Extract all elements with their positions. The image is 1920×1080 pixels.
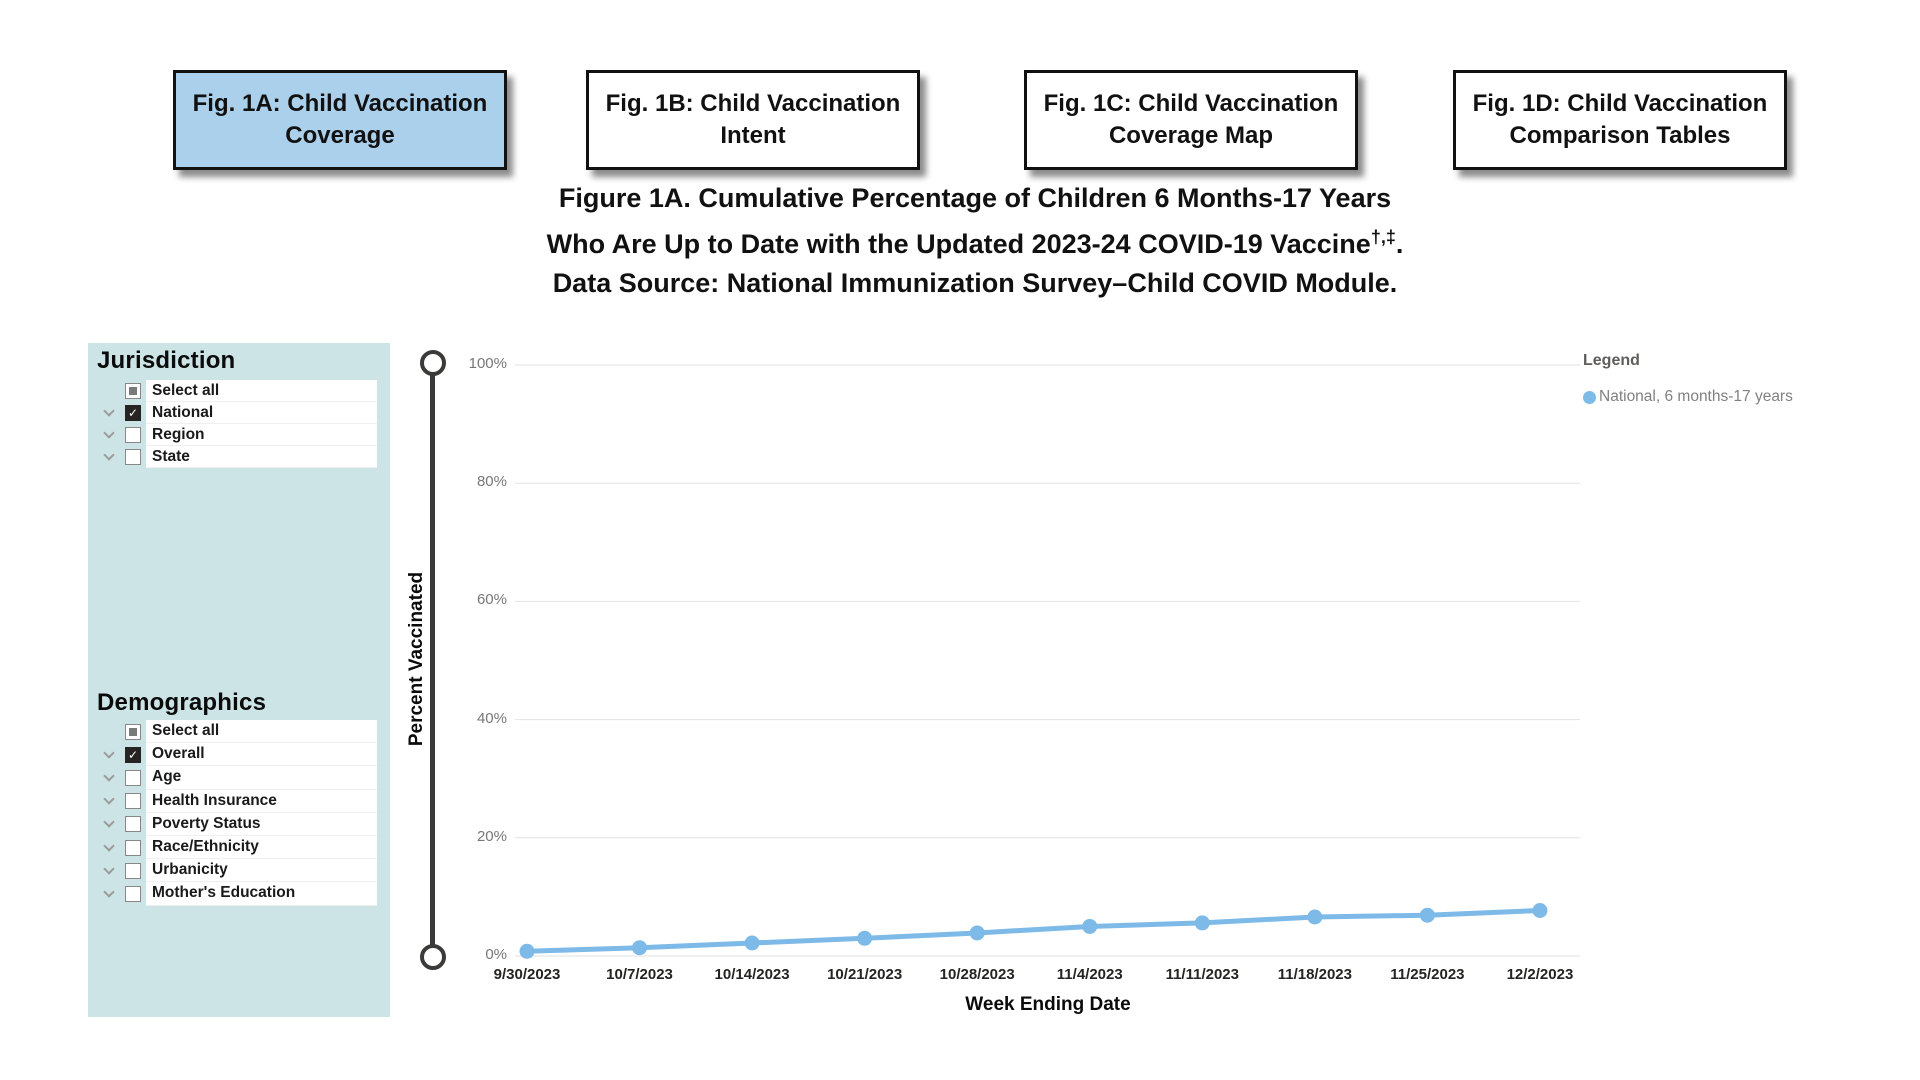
filter-label[interactable]: Poverty Status: [146, 812, 377, 836]
legend-title: Legend: [1583, 352, 1640, 369]
tab-label: Fig. 1B: Child Vaccination Intent: [605, 90, 901, 149]
demographics-heading: Demographics: [97, 689, 267, 716]
data-point-11-25-2023[interactable]: [1419, 907, 1435, 923]
filter-label[interactable]: Race/Ethnicity: [146, 835, 377, 860]
filter-label[interactable]: National: [146, 402, 377, 424]
filter-item-poverty-status: Poverty Status: [88, 812, 390, 836]
x-tick-label: 11/11/2023: [1165, 966, 1239, 983]
tab-fig-1c[interactable]: Fig. 1C: Child Vaccination Coverage Map: [1024, 70, 1358, 170]
jurisdiction-heading: Jurisdiction: [97, 347, 236, 374]
filter-item-region: Region: [88, 424, 390, 446]
filter-item-age: Age: [88, 766, 390, 790]
x-tick-label: 11/4/2023: [1056, 966, 1123, 983]
figure-title-line1: Figure 1A. Cumulative Percentage of Chil…: [558, 183, 1392, 213]
checkbox-poverty-status[interactable]: [125, 816, 141, 833]
legend-series-dot: [1583, 390, 1596, 404]
checkbox-select-all[interactable]: [125, 383, 141, 399]
data-point-9-30-2023[interactable]: [519, 943, 535, 959]
checkbox-health-insurance[interactable]: [125, 793, 141, 810]
data-point-10-7-2023[interactable]: [632, 940, 648, 956]
trend-line: [524, 907, 1543, 954]
x-tick-label: 10/7/2023: [606, 966, 673, 983]
filter-label[interactable]: Urbanicity: [146, 859, 377, 883]
figure-title-line2: Who Are Up to Date with the Updated 2023…: [546, 227, 1404, 259]
checkbox-urbanicity[interactable]: [125, 862, 141, 879]
filter-label[interactable]: Mother's Education: [146, 882, 377, 906]
checkbox-state[interactable]: [125, 449, 141, 465]
x-tick-label: 10/21/2023: [827, 966, 903, 983]
data-point-11-4-2023[interactable]: [1082, 918, 1098, 934]
y-tick-label: 40%: [476, 709, 507, 727]
slider-handle-bottom[interactable]: [420, 944, 446, 970]
data-point-10-21-2023[interactable]: [857, 930, 873, 946]
filter-item-state: State: [88, 446, 390, 468]
tab-fig-1d[interactable]: Fig. 1D: Child Vaccination Comparison Ta…: [1453, 70, 1787, 170]
filter-item-race-ethnicity: Race/Ethnicity: [88, 835, 390, 860]
filter-label[interactable]: Health Insurance: [146, 789, 377, 813]
filter-label[interactable]: State: [146, 446, 377, 468]
x-tick-label: 10/14/2023: [714, 966, 790, 983]
filter-item-select-all: Select all: [88, 380, 390, 402]
tab-fig-1a[interactable]: Fig. 1A: Child Vaccination Coverage: [173, 70, 507, 170]
figure-title: Figure 1A. Cumulative Percentage of Chil…: [440, 179, 1510, 303]
tab-fig-1b[interactable]: Fig. 1B: Child Vaccination Intent: [586, 70, 920, 170]
tab-label: Fig. 1D: Child Vaccination Comparison Ta…: [1472, 90, 1768, 149]
tab-label: Fig. 1A: Child Vaccination Coverage: [192, 90, 488, 149]
jurisdiction-filter-list: Select all ✓ National Region State: [88, 380, 390, 468]
data-point-11-18-2023[interactable]: [1307, 909, 1323, 925]
filter-item-select-all: Select all: [88, 720, 390, 744]
y-axis-title: Percent Vaccinated: [406, 571, 427, 747]
checkbox-overall[interactable]: ✓: [125, 746, 141, 763]
filter-sidebar: Jurisdiction Select all ✓ National Region St…: [88, 343, 390, 1017]
data-point-11-11-2023[interactable]: [1194, 915, 1210, 931]
checkbox-select-all[interactable]: [125, 723, 141, 740]
y-tick-label: 0%: [485, 946, 507, 963]
demographics-filter-list: Select all ✓ Overall Age Health Insurance Pov…: [88, 720, 390, 906]
x-tick-label: 9/30/2023: [493, 966, 561, 983]
filter-label[interactable]: Select all: [146, 720, 377, 744]
filter-item-mother-s-education: Mother's Education: [88, 882, 390, 906]
filter-label[interactable]: Age: [146, 766, 377, 790]
checkbox-age[interactable]: [125, 769, 141, 786]
checkbox-region[interactable]: [125, 427, 141, 443]
data-point-12-2-2023[interactable]: [1532, 902, 1548, 918]
x-tick-label: 10/28/2023: [939, 966, 1015, 983]
legend-item: National, 6 months-17 years: [1583, 388, 1793, 406]
y-tick-label: 20%: [476, 827, 507, 845]
filter-label[interactable]: Region: [146, 424, 377, 446]
data-point-10-14-2023[interactable]: [744, 935, 760, 951]
figure-title-data-source: Data Source: National Immunization Surve…: [552, 268, 1398, 298]
checkbox-mother-s-education[interactable]: [125, 885, 141, 902]
legend-series-label: National, 6 months-17 years: [1599, 388, 1793, 405]
x-tick-label: 11/18/2023: [1277, 966, 1352, 983]
x-axis-title: Week Ending Date: [965, 994, 1131, 1015]
checkbox-race-ethnicity[interactable]: [125, 839, 141, 856]
filter-item-overall: ✓ Overall: [88, 743, 390, 767]
filter-item-urbanicity: Urbanicity: [88, 859, 390, 883]
x-tick-label: 11/25/2023: [1390, 966, 1465, 983]
x-tick-label: 12/2/2023: [1506, 966, 1574, 983]
y-axis-range-slider-track[interactable]: [430, 363, 435, 957]
data-point-10-28-2023[interactable]: [969, 925, 985, 941]
checkbox-national[interactable]: ✓: [125, 405, 141, 421]
y-tick-label: 80%: [476, 473, 507, 491]
filter-label[interactable]: Select all: [146, 380, 377, 402]
y-tick-label: 100%: [468, 355, 507, 372]
y-tick-label: 60%: [476, 591, 507, 609]
slider-handle-top[interactable]: [420, 350, 446, 376]
tab-label: Fig. 1C: Child Vaccination Coverage Map: [1043, 90, 1339, 149]
filter-item-national: ✓ National: [88, 402, 390, 424]
footnote-marker: †,‡: [1370, 227, 1396, 247]
filter-label[interactable]: Overall: [146, 743, 377, 767]
filter-item-health-insurance: Health Insurance: [88, 789, 390, 813]
